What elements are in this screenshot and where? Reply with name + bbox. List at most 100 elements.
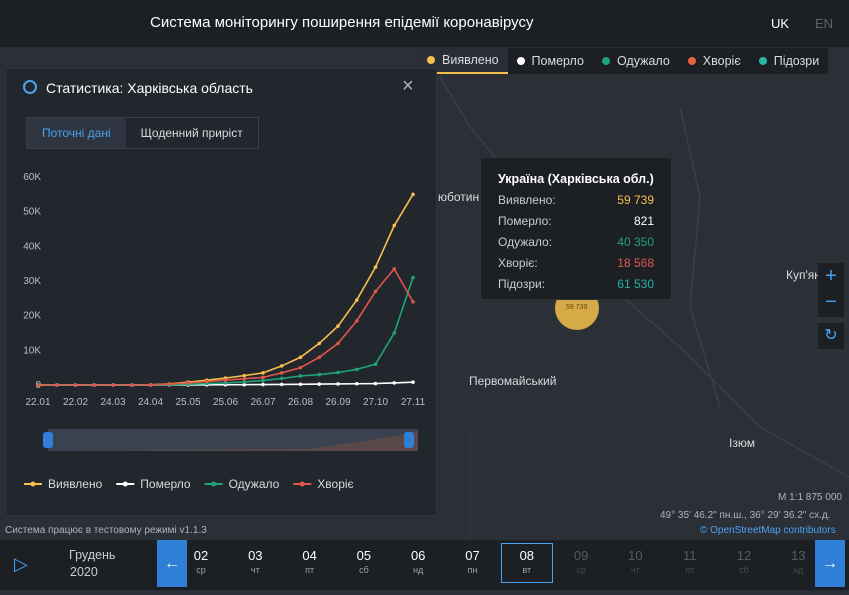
point — [317, 382, 322, 386]
tabs: Поточні дані Щоденний приріст — [26, 117, 259, 149]
weekday: нд — [413, 565, 424, 575]
point — [411, 380, 415, 384]
day-number: 12 — [736, 548, 752, 563]
day[interactable]: 12 сб — [724, 548, 764, 575]
day[interactable]: 03 чт — [235, 548, 275, 575]
day-number: 08 — [519, 548, 535, 563]
point — [298, 382, 303, 387]
tab[interactable]: Поточні дані — [27, 118, 126, 148]
day[interactable]: 10 чт — [615, 548, 655, 575]
chart: 010K20K30K40K50K60K22.0122.0224.0324.042… — [23, 172, 425, 491]
day[interactable]: 02 ср — [181, 548, 221, 575]
layer-label: Підозри — [773, 54, 820, 68]
day[interactable]: 09 ср — [561, 548, 601, 575]
range-handle — [404, 432, 414, 448]
layer-label: Померло — [531, 54, 584, 68]
layer-tab[interactable]: Підозри — [750, 48, 829, 74]
x-tick-label: 22.02 — [63, 397, 88, 408]
x-tick-label: 25.06 — [213, 397, 238, 408]
day[interactable]: 05 сб — [344, 548, 384, 575]
weekday: ср — [576, 565, 586, 575]
point — [392, 331, 397, 335]
legend-dot — [30, 481, 36, 487]
layer-dot — [516, 57, 525, 65]
play[interactable]: ▷ — [14, 554, 28, 574]
map-label: Куп'ян — [786, 268, 821, 282]
layer-label: Одужало — [616, 54, 670, 68]
tab[interactable]: Щоденний приріст — [140, 126, 243, 140]
point — [354, 319, 359, 323]
header: Система моніторингу поширення епідемії к… — [0, 0, 849, 47]
layer-dot — [687, 57, 696, 65]
day-number: 13 — [791, 548, 806, 563]
layer-dot — [758, 57, 767, 65]
weekday: сб — [359, 565, 369, 575]
title: Система моніторингу поширення епідемії к… — [150, 14, 534, 31]
day-number: 04 — [302, 548, 317, 563]
month[interactable]: Грудень — [69, 548, 116, 562]
point — [317, 372, 322, 377]
layer-dot — [601, 57, 610, 65]
layer-tab[interactable]: Хворіє — [679, 48, 750, 74]
map-coords: 49° 35' 46.2" пн.ш., 36° 29' 36.2" сх.д. — [660, 510, 831, 521]
point — [148, 383, 153, 387]
point — [242, 376, 247, 381]
timeline: ▷ Грудень 2020 ← → 02 ср 03 чт 04 пт 05 сб 06 нд 0… — [0, 540, 849, 590]
range-area — [48, 431, 418, 451]
layer-tabs: Виявлено Померло Одужало Хворіє Підозри — [418, 48, 829, 74]
day[interactable]: 08 вт — [500, 543, 553, 583]
point — [411, 275, 415, 280]
tooltip: Україна (Харківська обл.) Виявлено: 59 73… — [480, 157, 672, 300]
day[interactable]: 06 нд — [398, 548, 438, 575]
day[interactable]: 11 пт — [670, 548, 710, 575]
weekday: чт — [250, 565, 260, 575]
map-label: Ізюм — [729, 436, 755, 450]
point — [392, 381, 397, 385]
close[interactable]: × — [402, 75, 414, 97]
prev[interactable]: ← — [157, 540, 187, 587]
point — [36, 383, 40, 387]
tooltip-value: 18 568 — [617, 256, 654, 270]
point — [317, 355, 322, 360]
point — [92, 383, 97, 387]
next[interactable]: → — [815, 540, 845, 587]
point — [392, 223, 397, 228]
attribution[interactable]: © OpenStreetMap contributors — [700, 525, 836, 536]
lang[interactable]: UK — [771, 16, 790, 31]
legend-label: Хворіє — [317, 477, 353, 491]
reset-button[interactable]: ↻ — [818, 323, 844, 349]
y-tick-label: 10K — [23, 345, 41, 356]
legend-dot — [211, 481, 217, 487]
layer-tab[interactable]: Одужало — [593, 48, 679, 74]
layer-tab[interactable]: Померло — [508, 48, 593, 74]
y-tick-label: 30K — [23, 276, 41, 287]
point — [373, 381, 378, 386]
lang[interactable]: EN — [815, 16, 834, 31]
weekday: пн — [467, 565, 478, 575]
layer-label: Виявлено — [442, 53, 499, 67]
zoom-controls[interactable]: + − — [818, 263, 844, 317]
day-number: 09 — [573, 548, 589, 563]
x-tick-label: 22.01 — [25, 397, 50, 408]
point — [242, 382, 247, 387]
day[interactable]: 07 пн — [453, 548, 493, 575]
point — [336, 382, 340, 386]
day[interactable]: 04 пт — [290, 548, 330, 575]
point — [373, 289, 378, 294]
tooltip-value: 821 — [633, 214, 654, 228]
day[interactable]: 13 нд — [778, 548, 818, 575]
day-number: 03 — [248, 548, 263, 563]
series-line — [38, 193, 414, 386]
x-tick-label: 25.05 — [175, 397, 200, 408]
point — [354, 298, 359, 302]
point — [354, 381, 359, 386]
tooltip-value: 61 530 — [617, 277, 654, 291]
map-label: Первомайський — [469, 374, 557, 388]
legend-label: Померло — [140, 477, 191, 491]
point — [204, 379, 209, 384]
tooltip-rows: Виявлено: 59 739 Померло: 821 Одужало: 40 350… — [498, 193, 654, 291]
legend-dot — [122, 481, 128, 487]
year: 2020 — [70, 565, 98, 579]
point — [392, 267, 397, 271]
point — [261, 375, 265, 380]
